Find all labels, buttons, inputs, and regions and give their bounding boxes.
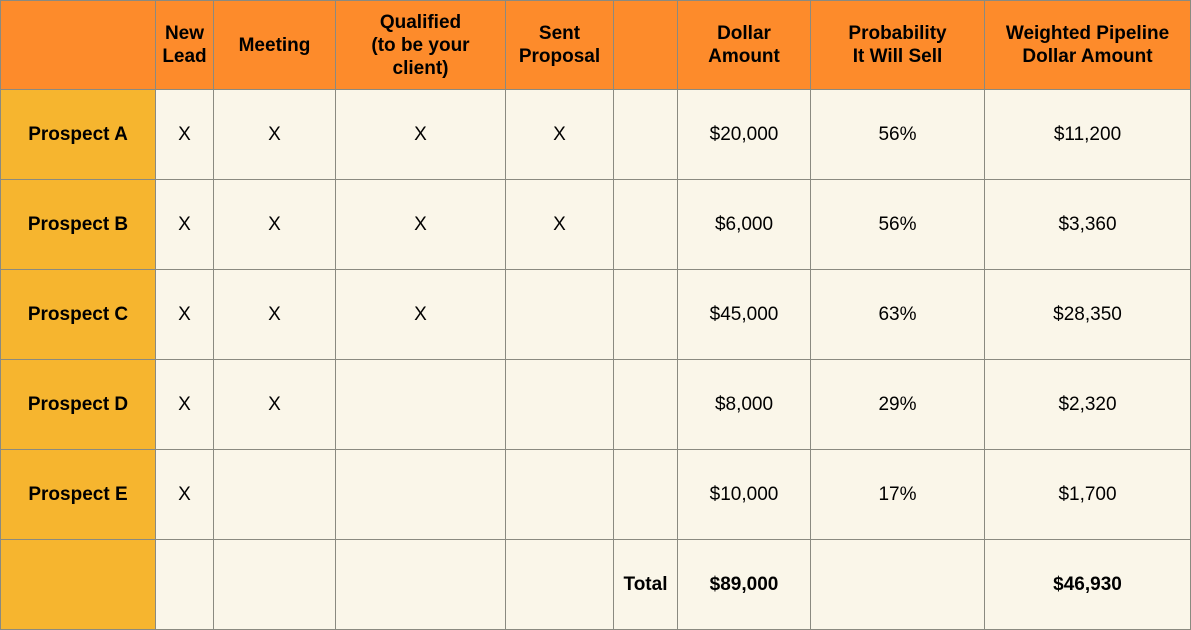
column-header-line: Sent bbox=[538, 23, 581, 44]
column-header-5 bbox=[613, 0, 678, 90]
table-cell: X bbox=[335, 269, 506, 360]
column-header-line: Dollar Amount bbox=[1022, 46, 1153, 67]
table-cell bbox=[505, 539, 614, 630]
table-cell bbox=[335, 449, 506, 540]
table-cell: X bbox=[505, 89, 614, 180]
table-cell: $8,000 bbox=[677, 359, 811, 450]
table-cell: X bbox=[213, 179, 336, 270]
table-cell: X bbox=[505, 179, 614, 270]
table-cell: X bbox=[213, 359, 336, 450]
table-cell: X bbox=[213, 269, 336, 360]
table-cell bbox=[613, 89, 678, 180]
header-row: New Lead Meeting Qualified (to be your client… bbox=[0, 0, 1191, 90]
table-cell bbox=[335, 359, 506, 450]
table-cell bbox=[613, 269, 678, 360]
table-row: Prospect E X $10,000 17% $1,700 bbox=[0, 449, 1191, 540]
row-label: Prospect E bbox=[0, 449, 156, 540]
table-cell: 56% bbox=[810, 89, 985, 180]
total-row-label bbox=[0, 539, 156, 630]
table-row: Prospect A X X X X $20,000 56% $11,200 bbox=[0, 89, 1191, 180]
table-cell bbox=[505, 359, 614, 450]
table-cell: $6,000 bbox=[677, 179, 811, 270]
table-cell bbox=[613, 359, 678, 450]
table-header: New Lead Meeting Qualified (to be your client… bbox=[0, 0, 1191, 90]
column-header-line: New bbox=[164, 23, 205, 44]
table-row: Prospect C X X X $45,000 63% $28,350 bbox=[0, 269, 1191, 360]
table-cell: $28,350 bbox=[984, 269, 1191, 360]
column-header-line: (to be your bbox=[371, 34, 470, 56]
table-cell: $1,700 bbox=[984, 449, 1191, 540]
table-cell: $2,320 bbox=[984, 359, 1191, 450]
column-header-line: Qualified bbox=[379, 11, 462, 33]
row-label: Prospect C bbox=[0, 269, 156, 360]
column-header-3: Qualified (to be your client) bbox=[335, 0, 506, 90]
table-row: Prospect D X X $8,000 29% $2,320 bbox=[0, 359, 1191, 450]
column-header-line: Probability bbox=[848, 23, 947, 44]
table-cell bbox=[505, 449, 614, 540]
table-cell: 63% bbox=[810, 269, 985, 360]
column-header-2: Meeting bbox=[213, 0, 336, 90]
table-cell: 17% bbox=[810, 449, 985, 540]
table-cell bbox=[213, 539, 336, 630]
table-body: Prospect A X X X X $20,000 56% $11,200 Prospect … bbox=[0, 89, 1191, 630]
table-row: Prospect B X X X X $6,000 56% $3,360 bbox=[0, 179, 1191, 270]
column-header-1: New Lead bbox=[155, 0, 214, 90]
table-cell: 56% bbox=[810, 179, 985, 270]
column-header-4: Sent Proposal bbox=[505, 0, 614, 90]
row-label: Prospect A bbox=[0, 89, 156, 180]
column-header-6: Dollar Amount bbox=[677, 0, 811, 90]
total-label: Total bbox=[613, 539, 678, 630]
column-header-line: Proposal bbox=[518, 46, 601, 67]
column-header-line: client) bbox=[392, 57, 449, 79]
total-value: $89,000 bbox=[677, 539, 811, 630]
total-row: Total $89,000 $46,930 bbox=[0, 539, 1191, 630]
table-cell: X bbox=[155, 359, 214, 450]
column-header-line: Meeting bbox=[238, 34, 311, 56]
column-header-8: Weighted Pipeline Dollar Amount bbox=[984, 0, 1191, 90]
table-cell bbox=[505, 269, 614, 360]
column-header-line: It Will Sell bbox=[852, 46, 943, 67]
table-cell bbox=[213, 449, 336, 540]
table-cell bbox=[155, 539, 214, 630]
table-cell: $3,360 bbox=[984, 179, 1191, 270]
table-cell: 29% bbox=[810, 359, 985, 450]
table-cell: X bbox=[155, 449, 214, 540]
table-cell bbox=[810, 539, 985, 630]
table-cell: X bbox=[155, 89, 214, 180]
table-cell: X bbox=[155, 179, 214, 270]
table-cell bbox=[613, 179, 678, 270]
table-cell: $11,200 bbox=[984, 89, 1191, 180]
total-value: $46,930 bbox=[984, 539, 1191, 630]
table-cell: X bbox=[335, 179, 506, 270]
table-cell: X bbox=[213, 89, 336, 180]
table-cell: X bbox=[335, 89, 506, 180]
column-header-line: Amount bbox=[708, 46, 780, 67]
table-cell: $20,000 bbox=[677, 89, 811, 180]
table-cell: X bbox=[155, 269, 214, 360]
table-cell: $10,000 bbox=[677, 449, 811, 540]
row-label: Prospect D bbox=[0, 359, 156, 450]
column-header-line: Dollar bbox=[717, 23, 771, 44]
table-cell bbox=[613, 449, 678, 540]
column-header-line: Lead bbox=[162, 46, 207, 67]
column-header-0 bbox=[0, 0, 156, 90]
table-cell bbox=[335, 539, 506, 630]
table-cell: $45,000 bbox=[677, 269, 811, 360]
row-label: Prospect B bbox=[0, 179, 156, 270]
column-header-7: Probability It Will Sell bbox=[810, 0, 985, 90]
column-header-line: Weighted Pipeline bbox=[1005, 23, 1170, 44]
